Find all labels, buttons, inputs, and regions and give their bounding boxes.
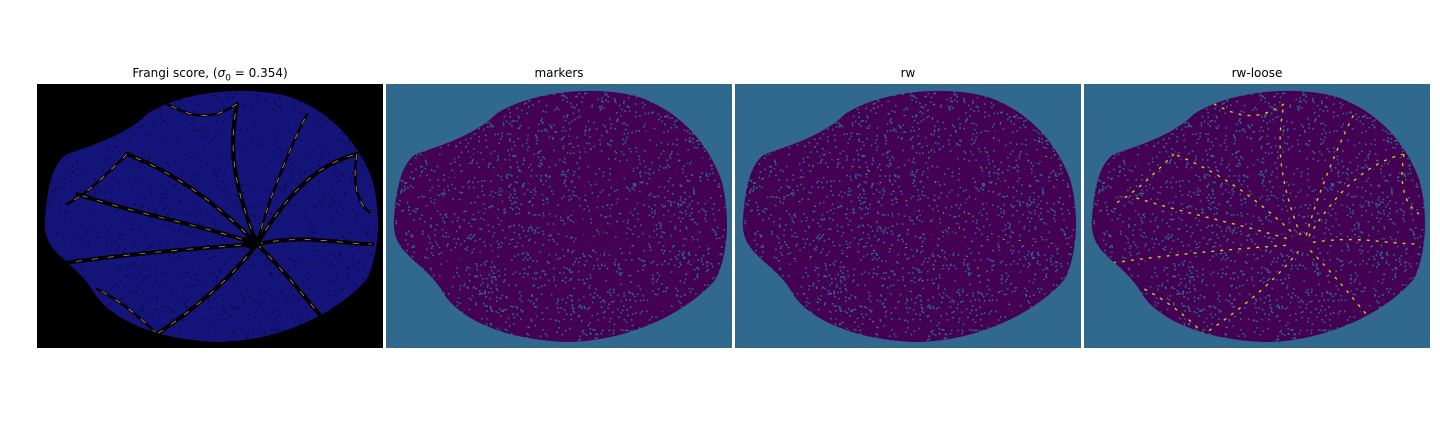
rw-image <box>735 84 1081 348</box>
vessel <box>773 192 957 246</box>
rw-loose-image <box>1084 84 1430 348</box>
vessel <box>474 152 608 246</box>
frangi-title-suffix: = 0.354) <box>230 66 288 80</box>
vessel <box>953 152 1057 246</box>
rw-loose-svg <box>1084 84 1430 348</box>
vessel <box>514 102 588 117</box>
vessel <box>404 242 608 266</box>
rw-svg <box>735 84 1081 348</box>
vessel <box>604 152 708 246</box>
fundus-texture <box>393 90 728 342</box>
frangi-title-subscript: 0 <box>225 73 231 84</box>
vessel <box>929 102 957 246</box>
vessel <box>953 237 1072 246</box>
frangi-title-sigma: σ <box>217 66 226 80</box>
optic-disc <box>592 235 610 249</box>
vessel <box>444 287 508 336</box>
markers-image <box>386 84 732 348</box>
frangi-title-prefix: Frangi score, ( <box>132 66 218 80</box>
vessel <box>580 102 608 246</box>
vessel <box>763 152 827 206</box>
optic-disc <box>941 235 959 249</box>
fundus-texture <box>44 90 379 342</box>
optic-disc <box>243 235 261 249</box>
vessel <box>753 242 957 266</box>
markers-panel-title: markers <box>534 66 584 80</box>
optic-disc <box>1290 235 1308 249</box>
vessel <box>504 242 608 336</box>
vessel <box>414 152 478 206</box>
vessel <box>1302 112 1356 246</box>
vessel <box>953 112 1007 246</box>
frangi-score-svg <box>37 84 383 348</box>
vessel <box>702 152 723 216</box>
vessel <box>1142 287 1206 336</box>
vessel <box>604 237 723 246</box>
frangi-score-image <box>37 84 383 348</box>
vessel <box>793 287 857 336</box>
markers-svg <box>386 84 732 348</box>
vessel <box>604 112 658 246</box>
vessel <box>65 152 129 206</box>
rw-loose-panel-title: rw-loose <box>1231 66 1283 80</box>
vessel <box>1051 152 1072 216</box>
vessel <box>424 192 608 246</box>
vessel <box>255 237 374 246</box>
rw-panel-title: rw <box>900 66 916 80</box>
vessel <box>863 102 937 117</box>
frangi-panel-title: Frangi score, (σ0 = 0.354) <box>37 66 383 83</box>
